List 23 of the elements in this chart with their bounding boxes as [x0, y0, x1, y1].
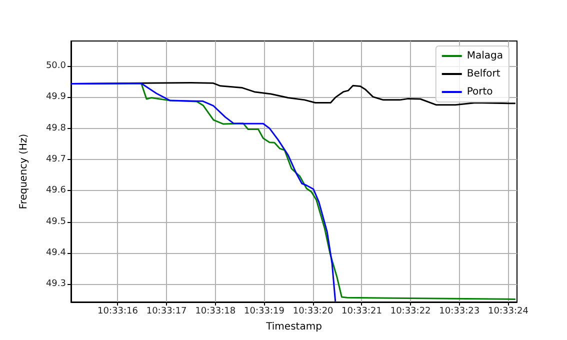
y-tick-label: 49.3 [46, 279, 66, 290]
x-tick-label: 10:33:20 [292, 306, 334, 316]
y-tick-label: 49.9 [46, 92, 66, 102]
legend-label: Malaga [466, 50, 504, 62]
y-tick-label: 49.5 [46, 216, 66, 227]
x-tick-label: 10:33:22 [390, 306, 431, 316]
y-tick-label: 50.0 [46, 60, 66, 71]
x-tick-label: 10:33:21 [342, 306, 382, 316]
x-tick-label: 10:33:16 [98, 306, 138, 316]
y-tick-label: 49.6 [46, 186, 66, 196]
x-axis-title: Timestamp [265, 322, 322, 332]
x-tick-label: 10:33:24 [488, 306, 529, 316]
y-tick-label: 49.8 [46, 123, 66, 134]
y-tick-label: 49.7 [46, 154, 66, 164]
line-series [70, 82, 336, 302]
x-tick-label: 10:33:17 [146, 306, 187, 316]
legend-label: Belfort [466, 68, 500, 80]
x-tick-label: 10:33:18 [195, 306, 236, 316]
y-tick-label: 49.4 [46, 248, 66, 258]
y-axis-title: Frequency (Hz) [18, 134, 30, 210]
legend-label: Porto [466, 86, 493, 98]
x-tick-label: 10:33:23 [439, 306, 480, 316]
x-tick-label: 10:33:19 [244, 306, 285, 316]
